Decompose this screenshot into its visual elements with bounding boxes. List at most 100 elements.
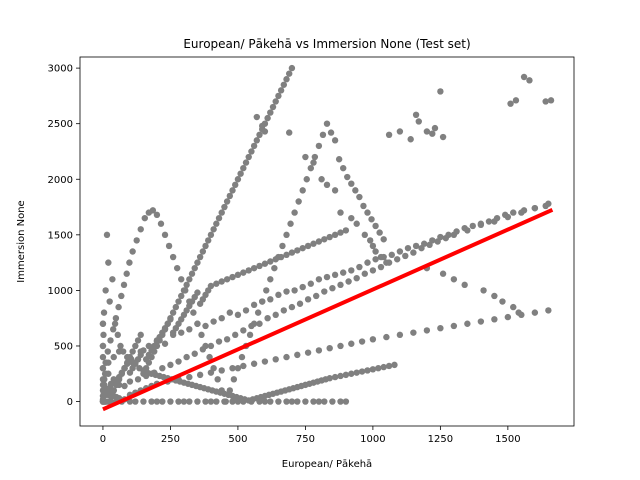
data-point [119,348,127,355]
data-point [329,284,336,292]
data-point [283,288,290,295]
data-point [315,142,323,150]
data-point [385,362,393,370]
data-point [194,398,201,405]
x-tick-label: 1000 [360,434,385,445]
x-axis-ticks: 0 250 500 750 1000 1250 1500 [100,426,521,445]
data-point [226,192,234,200]
data-point [223,276,231,283]
data-point [315,398,323,405]
data-point [302,398,309,405]
data-point [304,296,312,303]
data-point [319,131,327,138]
data-point [102,391,109,399]
data-point [214,376,221,383]
data-point [259,122,266,130]
data-point [323,181,331,189]
data-point [213,220,220,227]
data-point [167,361,174,369]
data-point [275,92,282,100]
data-point [507,100,514,107]
data-point [106,298,113,305]
data-point [256,131,263,138]
data-point [388,251,395,259]
x-tick-label: 1500 [495,434,520,445]
data-point [531,309,539,316]
data-point [288,303,296,311]
data-point [115,303,122,311]
data-point [159,398,166,405]
data-point [283,251,290,259]
y-tick-label: 500 [54,341,73,352]
data-point [248,148,255,155]
data-point [372,222,379,230]
data-point [360,202,367,210]
data-point [299,187,306,194]
data-point [283,353,290,361]
data-point [169,309,177,316]
data-point [437,233,444,241]
data-point [275,291,282,299]
data-point [175,298,182,305]
data-point [250,360,258,367]
data-point [286,129,293,136]
fit-line-layer [102,207,554,412]
data-point [267,109,274,116]
data-point [368,216,375,223]
data-point [215,214,223,222]
data-point [194,289,201,296]
data-point [99,320,107,327]
data-point [114,331,121,339]
data-point [280,81,288,88]
data-point [499,298,506,305]
data-point [321,236,328,243]
data-point [191,350,198,357]
data-point [510,209,517,216]
data-point [348,370,355,377]
data-point [223,336,231,343]
data-point [250,142,258,150]
data-point [129,348,136,355]
data-point [385,131,393,138]
data-point [175,358,182,365]
data-point [186,398,193,405]
data-point [111,320,119,327]
data-point [107,337,114,344]
data-point [545,307,552,314]
data-point [210,226,217,233]
data-point [326,233,333,241]
data-point [153,211,161,219]
data-point [464,320,471,327]
y-tick-label: 3000 [48,64,73,75]
fit-line [102,207,554,412]
data-point [202,398,209,405]
data-point [377,253,385,261]
data-point [205,237,212,244]
data-point [310,159,317,166]
data-point [291,209,298,216]
data-point [230,376,238,383]
data-point [364,209,371,216]
data-point [120,281,128,289]
data-point [391,361,398,369]
data-point [207,231,215,239]
data-point [288,249,296,256]
data-point [493,214,501,222]
data-point [272,256,279,263]
data-point [450,322,458,330]
data-point [491,292,498,300]
data-point [504,313,512,321]
data-point [223,198,231,205]
data-point [445,231,452,239]
data-point [126,378,134,385]
data-point [344,173,351,181]
data-point [286,70,293,77]
data-point [410,249,417,256]
data-point [102,287,109,294]
data-point [396,128,404,135]
data-point [337,342,344,350]
data-point [310,240,317,247]
data-point [477,318,485,325]
data-point [423,327,431,334]
data-point [369,366,377,373]
